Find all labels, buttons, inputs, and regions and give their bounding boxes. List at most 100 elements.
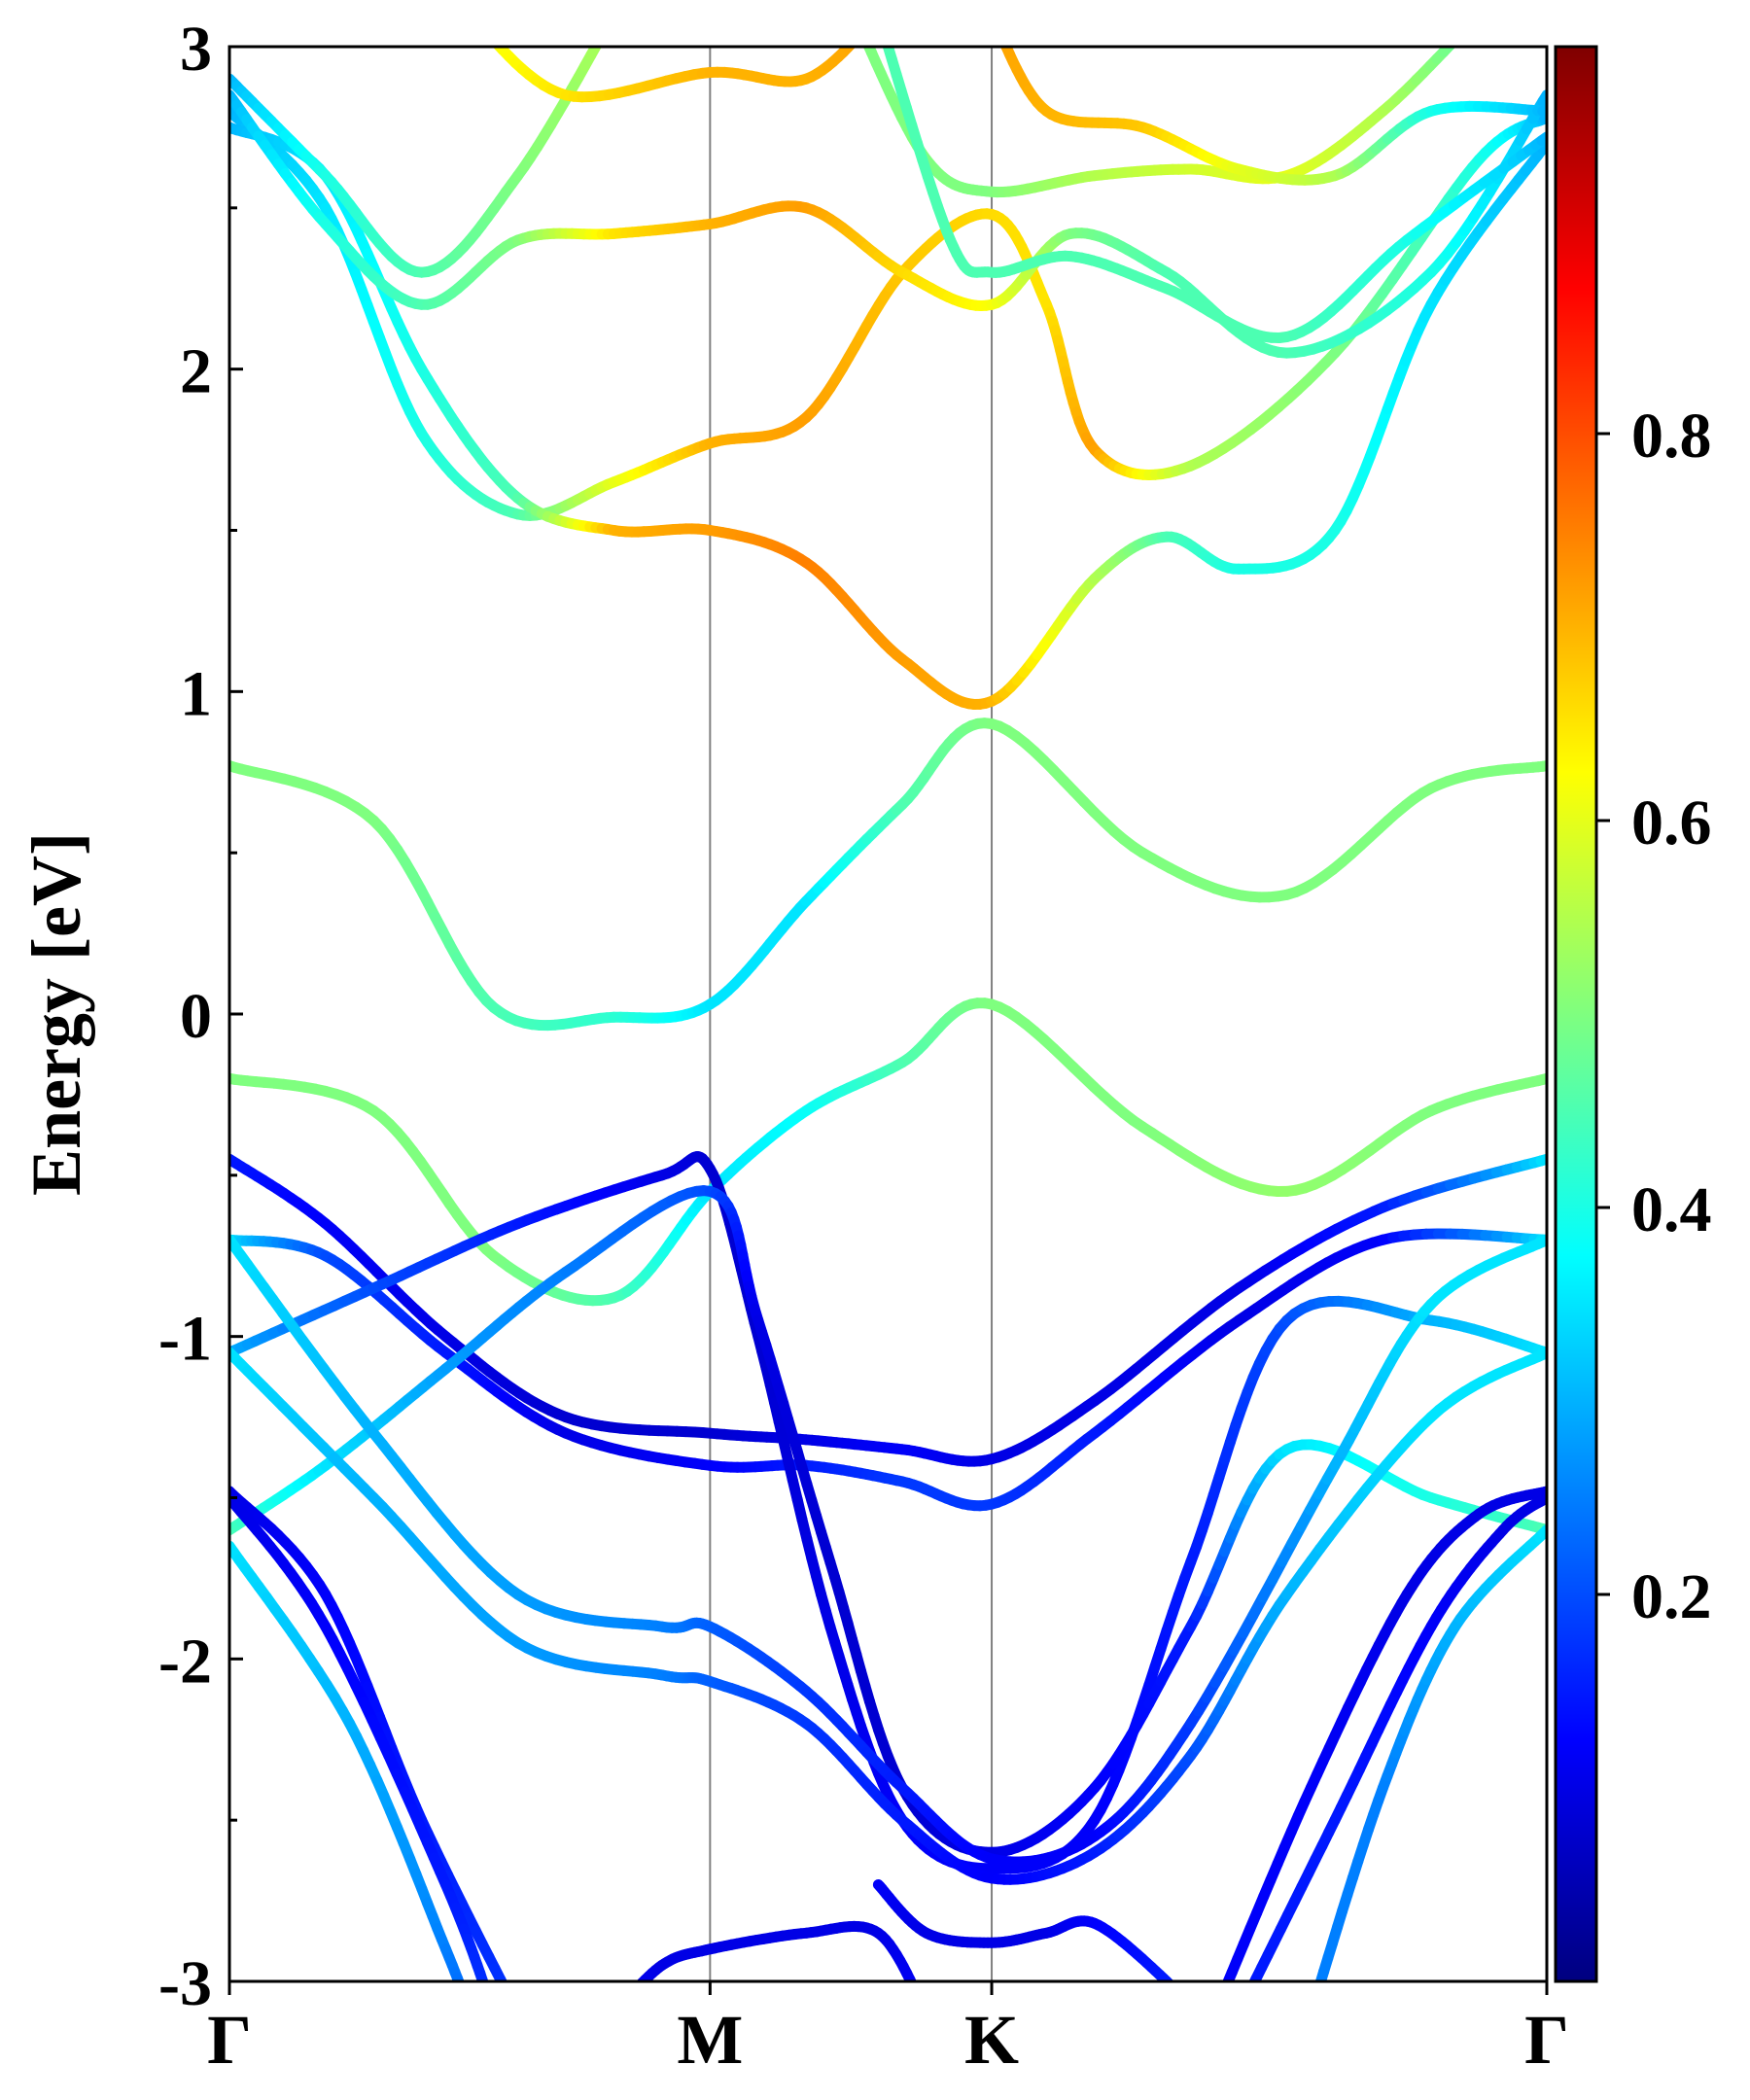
band-segment [869, 19, 872, 23]
band-segment [1182, 1999, 1184, 2001]
band-segment [1187, 2009, 1188, 2011]
band-segment [1222, 1979, 1231, 1981]
band-segment [919, 1997, 921, 2002]
band-segment [1462, 27, 1467, 33]
band-segment [614, 2012, 616, 2013]
colorbar-ticks: 0.2 0.4 0.6 0.8 [1596, 401, 1712, 1632]
band-segment [470, 15, 472, 18]
band-segment [615, 2010, 617, 2012]
band-vb7 [229, 1492, 493, 2010]
band-segment [1313, 1996, 1316, 2006]
band-segment [468, 2006, 469, 2008]
band-vb2 [229, 1153, 1547, 1467]
band-cb2 [229, 105, 1547, 521]
band-segment [1185, 2005, 1186, 2007]
band-segment [866, 23, 870, 27]
y-tick-label: 0 [180, 981, 212, 1052]
band-segment [998, 28, 1001, 34]
band-segment [464, 1996, 465, 1999]
band-segment [454, 1978, 465, 1981]
band-vb6 [229, 1486, 514, 2007]
band-segment [617, 2007, 619, 2010]
band-segment [1476, 15, 1480, 18]
colorbar-tick-label: 0.2 [1631, 1561, 1712, 1632]
band-segment [1311, 2006, 1313, 2013]
band-segment [1176, 1992, 1178, 1995]
band-segment [876, 15, 879, 17]
x-tick-label: M [677, 2001, 743, 2079]
band-segment [461, 1988, 463, 1992]
band-segment [1315, 1978, 1325, 1981]
band-cb8 [992, 15, 1547, 186]
band-segment [859, 26, 863, 34]
band-segment [1187, 2007, 1188, 2009]
band-segment [591, 47, 602, 51]
band-segment [992, 15, 994, 18]
band-segment [882, 47, 893, 52]
band-segment [1188, 2010, 1189, 2011]
band-segment [1184, 2003, 1185, 2005]
y-axis-ticks: -3 -2 -1 0 1 2 3 [158, 14, 243, 2019]
y-tick-label: -2 [158, 1626, 212, 1697]
y-tick-label: 3 [180, 14, 212, 85]
x-tick-label: K [964, 2001, 1019, 2079]
x-tick-label: Γ [1524, 2001, 1569, 2079]
band-segment [1218, 1996, 1222, 2006]
band-segment [996, 22, 998, 27]
band-segment [473, 18, 477, 21]
band-segment [611, 15, 614, 20]
band-segment [469, 2012, 470, 2013]
band-segment [1239, 2007, 1242, 2013]
band-segment [857, 19, 859, 26]
band-segment [1172, 1987, 1174, 1990]
band-segment [925, 2011, 927, 2013]
band-segment [607, 20, 611, 27]
band-segment [1214, 2006, 1218, 2013]
band-cb9 [878, 15, 1547, 343]
band-segment [1242, 1999, 1246, 2007]
band-segment [878, 15, 881, 22]
band-segment [1000, 34, 1003, 41]
band-segment [862, 28, 866, 33]
band-segment [1165, 1978, 1174, 1981]
band-segment [909, 1980, 917, 1981]
band-segment [855, 15, 858, 19]
band-segment [873, 17, 876, 19]
band-segment [1472, 18, 1476, 21]
band-segment [486, 31, 491, 37]
band-segment [491, 2005, 493, 2010]
band-segment [881, 22, 884, 33]
colorbar-tick-label: 0.6 [1631, 788, 1712, 858]
colorbar [1554, 45, 1598, 1983]
band-cb4 [229, 89, 1547, 359]
band-segment [487, 1993, 489, 1999]
band-segment [858, 32, 861, 37]
band-segment [467, 2004, 468, 2006]
band-vb8 [229, 1540, 470, 2013]
colorbar-tick-label: 0.8 [1631, 401, 1712, 472]
band-segment [635, 1987, 639, 1991]
band-segment [862, 47, 872, 49]
band-segment [850, 47, 857, 48]
band-vb12 [872, 1879, 1189, 2011]
band-segment [466, 2001, 467, 2004]
y-tick-label: 2 [180, 336, 212, 407]
band-segment [921, 2003, 923, 2008]
band-segment [1180, 1997, 1182, 1999]
band-segment [625, 1998, 628, 2002]
band-segment [632, 1990, 635, 1994]
band-segment [923, 2007, 925, 2011]
band-segment [1183, 2001, 1184, 2003]
band-segment [1456, 33, 1462, 39]
band-vb14 [1239, 1492, 1547, 2013]
band-segment [510, 1999, 514, 2007]
band-segment [469, 2010, 470, 2012]
band-vb13 [1214, 1486, 1547, 2013]
band-segment [492, 47, 501, 49]
band-segment [622, 2001, 625, 2004]
band-segment [477, 21, 481, 26]
band-segment [585, 47, 602, 61]
band-vb3 [229, 1228, 1547, 1512]
